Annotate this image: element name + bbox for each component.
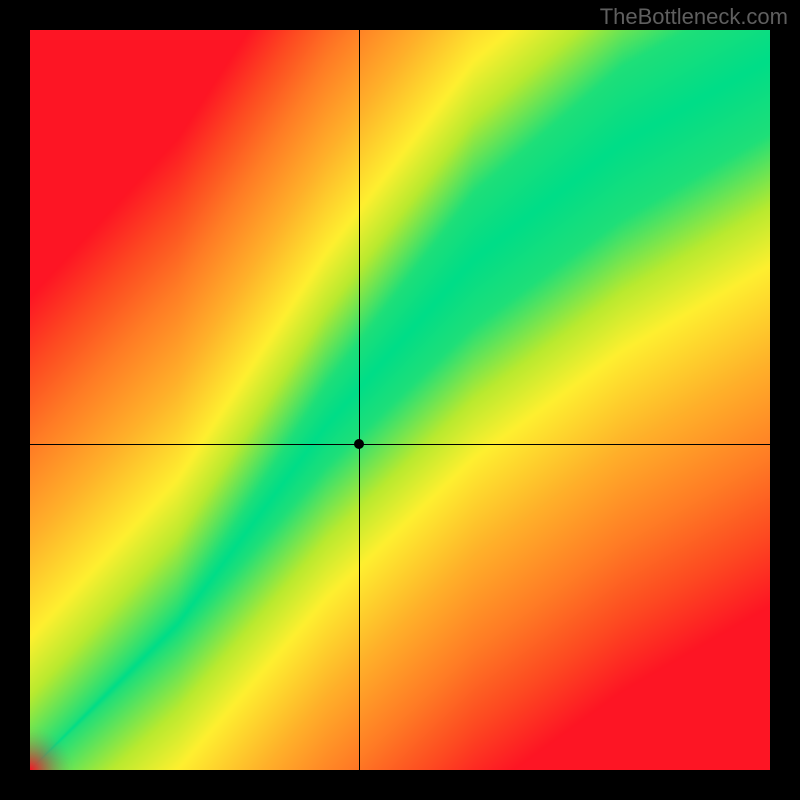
watermark-text: TheBottleneck.com <box>600 4 788 30</box>
heatmap-plot <box>30 30 770 770</box>
heatmap-canvas <box>30 30 770 770</box>
